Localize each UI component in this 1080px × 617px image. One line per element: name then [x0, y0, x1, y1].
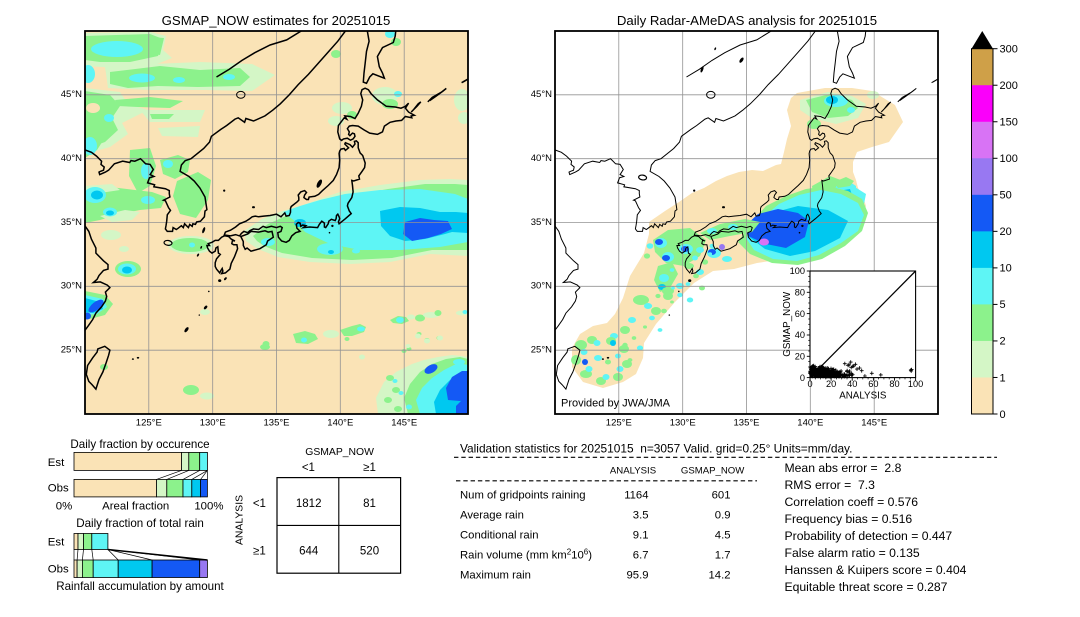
svg-text:125°E: 125°E — [136, 418, 162, 429]
svg-text:20: 20 — [795, 352, 805, 362]
svg-text:25°N: 25°N — [61, 345, 82, 356]
svg-text:10: 10 — [1000, 263, 1012, 275]
svg-text:Average rain: Average rain — [460, 510, 524, 522]
svg-text:Obs: Obs — [48, 563, 69, 575]
svg-text:125°E: 125°E — [606, 418, 632, 429]
svg-text:ANALYSIS: ANALYSIS — [610, 465, 656, 476]
svg-text:30°N: 30°N — [61, 281, 82, 292]
svg-text:<1: <1 — [302, 462, 315, 474]
svg-text:3.5: 3.5 — [633, 510, 649, 522]
svg-text:601: 601 — [712, 490, 731, 502]
svg-text:25°N: 25°N — [531, 345, 552, 356]
svg-text:Equitable threat score = 0.28: Equitable threat score = 0.287 — [785, 580, 948, 594]
svg-text:Daily fraction by occurence: Daily fraction by occurence — [70, 438, 209, 451]
svg-text:9.1: 9.1 — [633, 529, 649, 541]
svg-text:130°E: 130°E — [670, 418, 696, 429]
svg-text:GSMAP_NOW: GSMAP_NOW — [782, 291, 793, 357]
svg-text:<1: <1 — [253, 498, 266, 510]
svg-text:0: 0 — [1000, 409, 1006, 421]
svg-text:140°E: 140°E — [327, 418, 353, 429]
svg-text:145°E: 145°E — [861, 418, 887, 429]
svg-text:1164: 1164 — [624, 490, 648, 502]
svg-text:Conditional rain: Conditional rain — [460, 529, 539, 541]
svg-text:140°E: 140°E — [797, 418, 823, 429]
svg-text:Hanssen & Kuipers score = 0.4: Hanssen & Kuipers score = 0.404 — [785, 563, 967, 577]
svg-text:80: 80 — [795, 288, 805, 298]
svg-text:35°N: 35°N — [531, 217, 552, 228]
svg-text:1.7: 1.7 — [715, 549, 731, 561]
svg-text:Est: Est — [48, 536, 65, 548]
svg-text:4.5: 4.5 — [715, 529, 731, 541]
svg-text:GSMAP_NOW: GSMAP_NOW — [305, 447, 374, 458]
svg-text:Est: Est — [48, 457, 65, 469]
svg-text:RMS error = 7.3: RMS error = 7.3 — [785, 478, 876, 492]
svg-text:644: 644 — [299, 546, 319, 558]
svg-text:0: 0 — [800, 373, 805, 383]
svg-text:≥1: ≥1 — [363, 462, 376, 474]
svg-text:100: 100 — [1000, 153, 1018, 165]
svg-text:145°E: 145°E — [391, 418, 417, 429]
svg-text:60: 60 — [868, 379, 878, 389]
svg-text:Frequency bias = 0.516: Frequency bias = 0.516 — [785, 512, 913, 526]
svg-text:100%: 100% — [194, 500, 223, 512]
svg-text:Rain volume (mm km2106): Rain volume (mm km2106) — [460, 548, 592, 562]
svg-text:6.7: 6.7 — [633, 549, 649, 561]
svg-text:35°N: 35°N — [61, 217, 82, 228]
svg-text:Obs: Obs — [48, 483, 69, 495]
svg-text:Probability of detection = 0.: Probability of detection = 0.447 — [785, 529, 953, 543]
svg-text:45°N: 45°N — [61, 89, 82, 100]
svg-text:Maximum rain: Maximum rain — [460, 569, 531, 581]
svg-text:Provided by JWA/JMA: Provided by JWA/JMA — [561, 398, 671, 410]
svg-text:40: 40 — [795, 330, 805, 340]
svg-text:Validation statistics for 2025: Validation statistics for 20251015 n=305… — [460, 442, 852, 456]
svg-text:2: 2 — [1000, 336, 1006, 348]
svg-text:50: 50 — [1000, 190, 1012, 202]
svg-text:1812: 1812 — [296, 498, 322, 510]
svg-text:Mean abs error = 2.8: Mean abs error = 2.8 — [785, 461, 902, 475]
svg-text:ANALYSIS: ANALYSIS — [234, 495, 245, 545]
svg-text:80: 80 — [889, 379, 899, 389]
svg-text:20: 20 — [1000, 226, 1012, 238]
svg-text:95.9: 95.9 — [627, 569, 649, 581]
svg-text:40°N: 40°N — [531, 153, 552, 164]
svg-text:14.2: 14.2 — [709, 569, 731, 581]
svg-text:30°N: 30°N — [531, 281, 552, 292]
svg-text:45°N: 45°N — [531, 89, 552, 100]
svg-text:100: 100 — [790, 266, 805, 276]
svg-text:520: 520 — [360, 546, 379, 558]
svg-text:0.9: 0.9 — [715, 510, 731, 522]
svg-text:40°N: 40°N — [61, 153, 82, 164]
svg-text:False alarm ratio = 0.135: False alarm ratio = 0.135 — [785, 546, 920, 560]
svg-text:20: 20 — [826, 379, 836, 389]
svg-text:1: 1 — [1000, 372, 1006, 384]
svg-text:Rainfall accumulation by amoun: Rainfall accumulation by amount — [56, 580, 224, 593]
svg-text:81: 81 — [363, 498, 376, 510]
svg-text:Correlation coeff = 0.576: Correlation coeff = 0.576 — [785, 495, 919, 509]
svg-text:GSMAP_NOW: GSMAP_NOW — [681, 465, 745, 476]
svg-text:300: 300 — [1000, 44, 1018, 56]
svg-text:ANALYSIS: ANALYSIS — [839, 390, 887, 401]
svg-text:5: 5 — [1000, 299, 1006, 311]
svg-text:135°E: 135°E — [734, 418, 760, 429]
svg-text:Num of gridpoints raining: Num of gridpoints raining — [460, 490, 586, 502]
svg-text:Daily fraction of total rain: Daily fraction of total rain — [76, 517, 204, 530]
svg-text:130°E: 130°E — [200, 418, 226, 429]
svg-text:Areal fraction: Areal fraction — [102, 500, 169, 512]
svg-text:0%: 0% — [56, 500, 72, 512]
svg-text:GSMAP_NOW estimates for 202510: GSMAP_NOW estimates for 20251015 — [162, 13, 391, 28]
svg-text:100: 100 — [908, 379, 923, 389]
svg-text:Daily Radar-AMeDAS analysis fo: Daily Radar-AMeDAS analysis for 20251015 — [617, 13, 877, 28]
svg-text:40: 40 — [847, 379, 857, 389]
svg-text:≥1: ≥1 — [253, 546, 266, 558]
svg-text:150: 150 — [1000, 117, 1018, 129]
svg-text:135°E: 135°E — [264, 418, 290, 429]
svg-text:60: 60 — [795, 309, 805, 319]
svg-text:200: 200 — [1000, 80, 1018, 92]
svg-text:0: 0 — [807, 379, 812, 389]
